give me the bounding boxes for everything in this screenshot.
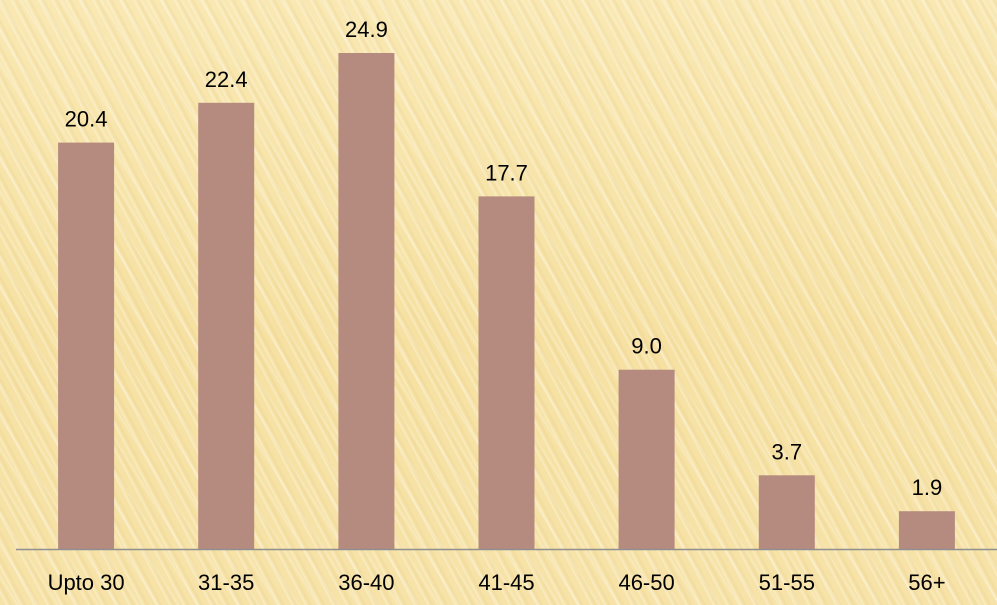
- category-labels-layer: Upto 30 31-35 36-40 41-45 46-50 51-55 56+: [48, 570, 946, 595]
- category-label-2: 36-40: [338, 570, 394, 595]
- bar-0: [58, 142, 115, 549]
- bar-4: [618, 369, 675, 549]
- data-label-1: 22.4: [205, 67, 248, 92]
- category-label-6: 56+: [908, 570, 945, 595]
- data-label-5: 3.7: [772, 439, 803, 464]
- bar-1: [198, 102, 255, 550]
- data-label-0: 20.4: [65, 107, 108, 132]
- bar-2: [338, 53, 395, 549]
- category-label-0: Upto 30: [48, 570, 125, 595]
- bar-3: [478, 196, 535, 549]
- bars-layer: [58, 53, 955, 550]
- data-label-2: 24.9: [345, 17, 388, 42]
- bar-6: [898, 511, 955, 549]
- data-label-3: 17.7: [485, 160, 528, 185]
- data-label-4: 9.0: [631, 334, 662, 359]
- category-label-3: 41-45: [478, 570, 534, 595]
- category-label-5: 51-55: [759, 570, 815, 595]
- bar-5: [758, 475, 815, 549]
- category-label-4: 46-50: [618, 570, 674, 595]
- value-labels-layer: 20.4 22.4 24.9 17.7 9.0 3.7 1.9: [65, 17, 943, 500]
- category-label-1: 31-35: [198, 570, 254, 595]
- data-label-6: 1.9: [912, 475, 943, 500]
